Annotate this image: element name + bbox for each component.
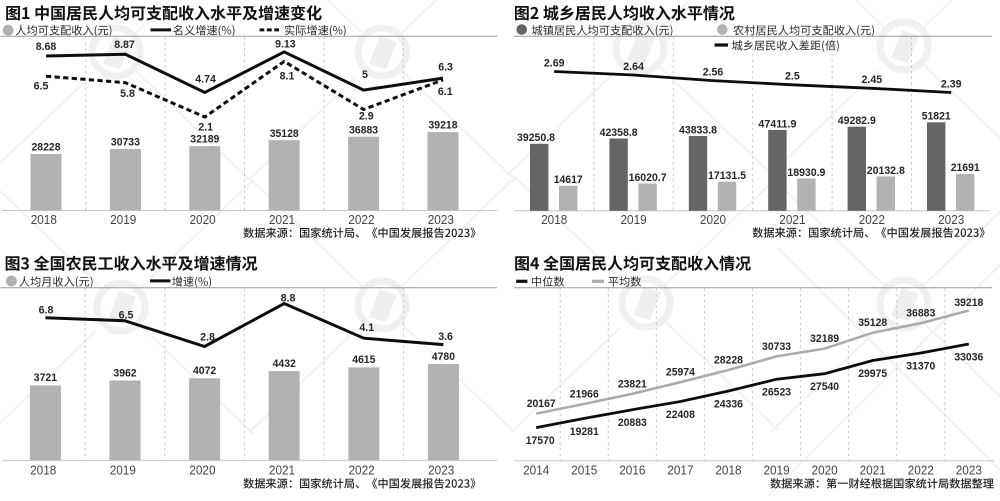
svg-text:16020.7: 16020.7 [629, 172, 667, 184]
svg-text:2.8: 2.8 [200, 332, 215, 344]
svg-text:2018: 2018 [715, 462, 741, 477]
svg-text:32189: 32189 [190, 134, 219, 146]
svg-text:2021: 2021 [269, 212, 295, 227]
svg-text:33036: 33036 [954, 351, 983, 363]
svg-text:29975: 29975 [858, 368, 888, 380]
svg-text:14617: 14617 [554, 174, 583, 186]
svg-text:17131.5: 17131.5 [708, 170, 747, 182]
svg-text:2021: 2021 [779, 212, 805, 227]
svg-text:25974: 25974 [666, 367, 696, 379]
svg-text:8.1: 8.1 [280, 70, 295, 82]
svg-text:8.8: 8.8 [281, 293, 296, 305]
svg-text:2.9: 2.9 [359, 111, 374, 123]
svg-text:4.74: 4.74 [195, 73, 216, 85]
svg-text:30733: 30733 [762, 341, 791, 353]
svg-text:2.45: 2.45 [862, 74, 883, 86]
svg-text:43833.8: 43833.8 [679, 124, 717, 136]
svg-text:2018: 2018 [541, 212, 567, 227]
svg-text:4432: 4432 [273, 358, 296, 370]
svg-text:2021: 2021 [860, 462, 886, 477]
svg-text:8.87: 8.87 [114, 39, 135, 51]
svg-text:49282.9: 49282.9 [838, 115, 876, 127]
svg-text:8.68: 8.68 [36, 41, 57, 53]
svg-text:4072: 4072 [193, 365, 216, 377]
svg-text:2020: 2020 [190, 212, 216, 227]
svg-text:2019: 2019 [110, 212, 136, 227]
svg-text:2022: 2022 [908, 462, 934, 477]
svg-text:2022: 2022 [349, 462, 375, 477]
svg-text:2.5: 2.5 [785, 71, 800, 83]
svg-text:2019: 2019 [763, 462, 789, 477]
svg-text:47411.9: 47411.9 [758, 118, 796, 130]
svg-text:6.1: 6.1 [438, 86, 453, 98]
svg-text:2018: 2018 [31, 212, 57, 227]
svg-text:30733: 30733 [111, 137, 140, 149]
svg-text:32189: 32189 [810, 333, 839, 345]
svg-text:42358.8: 42358.8 [600, 127, 638, 139]
svg-text:35128: 35128 [858, 317, 887, 329]
svg-text:2023: 2023 [428, 462, 454, 477]
svg-text:2.69: 2.69 [544, 57, 565, 69]
svg-text:21691: 21691 [951, 162, 981, 174]
svg-text:2023: 2023 [938, 212, 964, 227]
svg-text:2023: 2023 [956, 462, 982, 477]
svg-text:4.1: 4.1 [359, 322, 374, 334]
svg-text:9.13: 9.13 [275, 39, 296, 51]
svg-text:5.8: 5.8 [120, 88, 135, 100]
svg-text:2.39: 2.39 [941, 78, 962, 90]
svg-text:2.64: 2.64 [623, 61, 644, 73]
svg-text:3962: 3962 [113, 367, 136, 379]
svg-text:2014: 2014 [523, 462, 549, 477]
svg-text:39218: 39218 [954, 297, 983, 309]
svg-text:6.5: 6.5 [34, 81, 49, 93]
svg-text:2022: 2022 [348, 212, 374, 227]
svg-text:2016: 2016 [619, 462, 645, 477]
svg-text:17570: 17570 [526, 435, 555, 447]
svg-text:2.56: 2.56 [703, 66, 724, 78]
svg-text:2018: 2018 [30, 462, 56, 477]
svg-text:2021: 2021 [269, 462, 295, 477]
svg-text:21966: 21966 [570, 388, 599, 400]
svg-text:2019: 2019 [621, 212, 647, 227]
svg-text:2020: 2020 [700, 212, 726, 227]
svg-text:3.6: 3.6 [438, 331, 453, 343]
svg-text:2015: 2015 [571, 462, 597, 477]
svg-text:35128: 35128 [270, 128, 299, 140]
svg-text:20167: 20167 [527, 398, 556, 410]
svg-text:2020: 2020 [812, 462, 838, 477]
svg-text:2.1: 2.1 [198, 122, 213, 134]
svg-text:27540: 27540 [810, 381, 839, 393]
svg-text:39250.8: 39250.8 [517, 132, 555, 144]
svg-text:31370: 31370 [906, 360, 935, 372]
svg-text:39218: 39218 [429, 120, 458, 132]
svg-text:22408: 22408 [666, 409, 695, 421]
svg-text:23821: 23821 [618, 378, 648, 390]
svg-text:28228: 28228 [32, 142, 61, 154]
svg-text:5: 5 [362, 69, 368, 81]
svg-text:36883: 36883 [349, 124, 378, 136]
svg-text:20883: 20883 [618, 417, 647, 429]
svg-text:19281: 19281 [570, 426, 600, 438]
svg-text:26523: 26523 [762, 387, 791, 399]
svg-text:18930.9: 18930.9 [787, 167, 825, 179]
svg-text:4780: 4780 [432, 351, 455, 363]
svg-text:6.5: 6.5 [119, 310, 134, 322]
svg-text:3721: 3721 [34, 372, 58, 384]
svg-text:24336: 24336 [714, 399, 743, 411]
svg-text:36883: 36883 [906, 308, 935, 320]
svg-text:20132.8: 20132.8 [867, 165, 905, 177]
svg-text:28228: 28228 [714, 354, 743, 366]
svg-text:2017: 2017 [667, 462, 693, 477]
svg-text:2022: 2022 [859, 212, 885, 227]
svg-text:51821: 51821 [922, 111, 952, 123]
svg-text:6.8: 6.8 [39, 305, 54, 317]
svg-text:6.3: 6.3 [438, 62, 453, 74]
svg-text:2020: 2020 [189, 462, 215, 477]
svg-text:2023: 2023 [428, 212, 454, 227]
svg-text:4615: 4615 [352, 354, 376, 366]
svg-text:2019: 2019 [110, 462, 136, 477]
